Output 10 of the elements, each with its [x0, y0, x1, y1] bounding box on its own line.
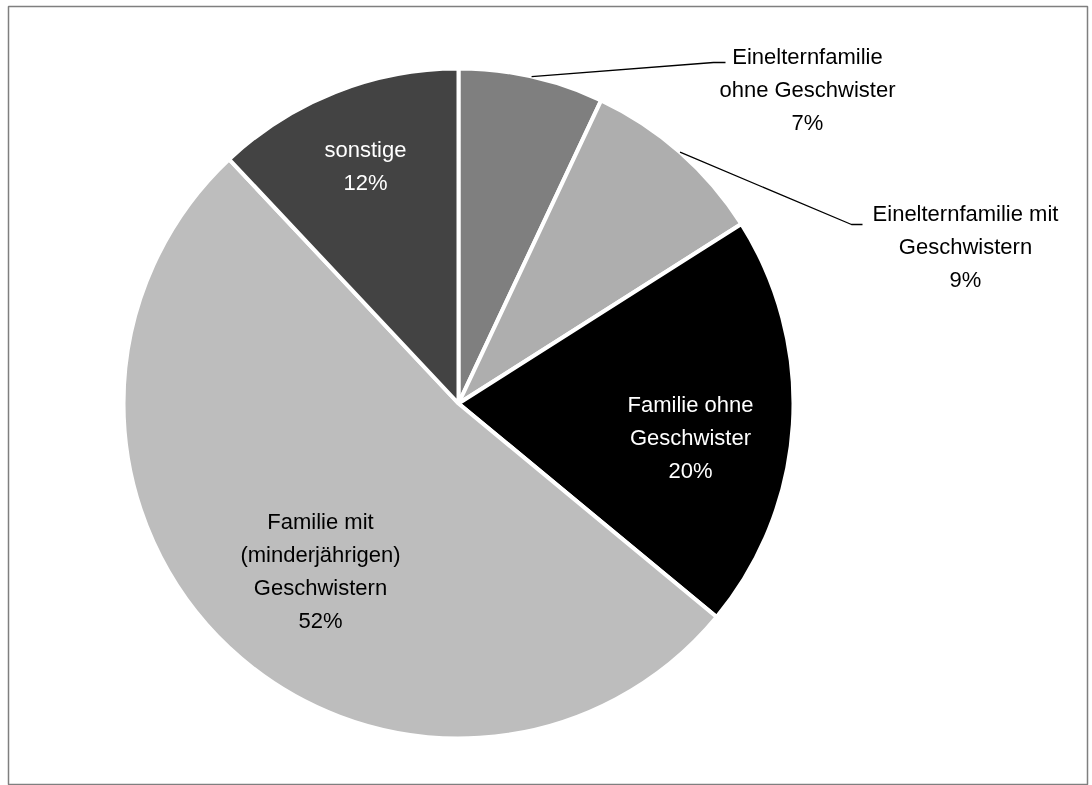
- slice-label: sonstige: [324, 136, 407, 162]
- data-label: 52%: [298, 607, 343, 633]
- data-label: 12%: [343, 169, 388, 195]
- slice-label: Familie ohne Geschwister: [627, 392, 754, 450]
- data-label: 9%: [949, 267, 982, 292]
- data-label: 20%: [668, 458, 713, 483]
- slice-label: Familie mit (minderjährigen) Geschwistern: [240, 508, 401, 600]
- data-label: 7%: [791, 110, 824, 135]
- slice-label: Einelternfamilie ohne Geschwister: [719, 44, 896, 102]
- slice-label: Einelternfamilie mit Geschwistern: [872, 201, 1059, 259]
